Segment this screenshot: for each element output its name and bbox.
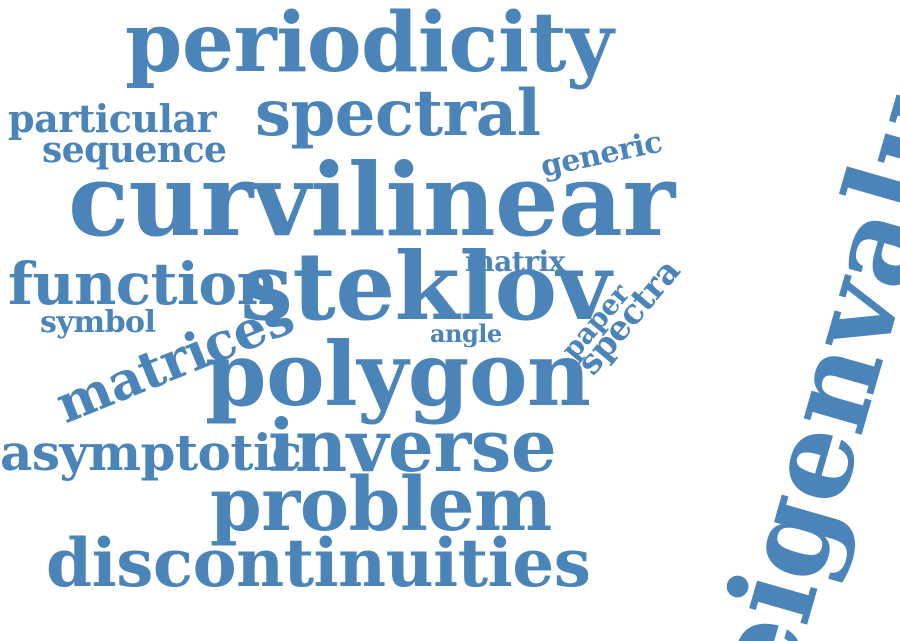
word-steklov: steklov (240, 232, 611, 342)
word-discontinuities: discontinuities (46, 524, 591, 602)
word-periodicity: periodicity (125, 0, 614, 91)
word-asymptotic: asymptotic (0, 423, 302, 482)
word-curvilinear: curvilinear (68, 141, 675, 259)
word-polygon: polygon (205, 322, 591, 426)
word-eigenvalue: eigenvalue (682, 0, 900, 641)
word-spectral: spectral (255, 76, 541, 151)
word-angle: angle (430, 319, 502, 348)
word-function: function (8, 250, 279, 318)
word-matrix: matrix (465, 245, 565, 278)
word-problem: problem (210, 462, 552, 548)
word-particular: particular (8, 96, 217, 141)
word-sequence: sequence (42, 129, 227, 171)
word-inverse: inverse (268, 403, 557, 488)
word-symbol: symbol (40, 305, 156, 340)
